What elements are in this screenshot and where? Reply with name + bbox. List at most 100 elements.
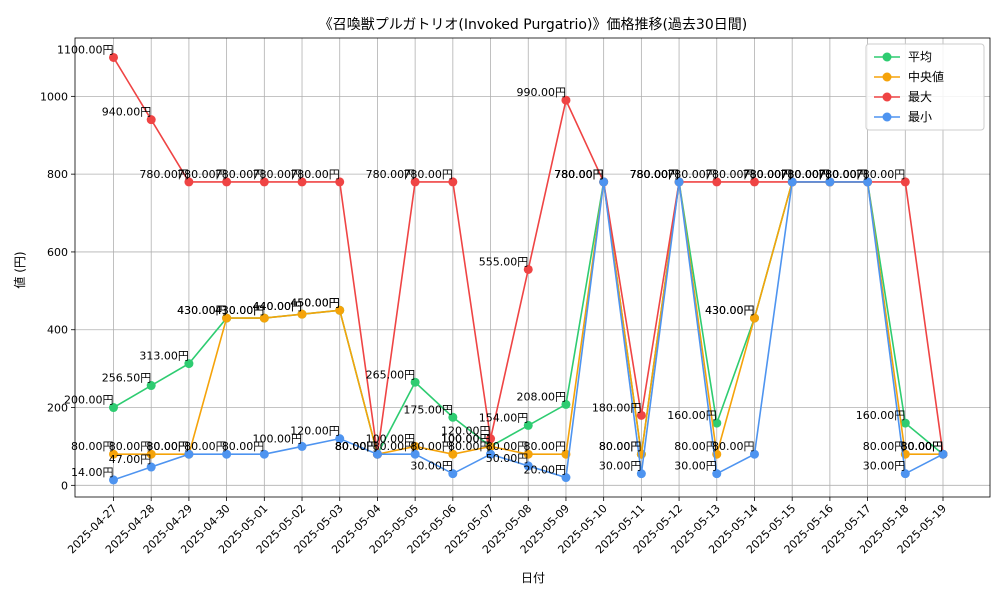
data-point xyxy=(599,177,609,187)
data-point xyxy=(787,177,797,187)
data-label: 80.00円 xyxy=(901,440,944,453)
data-point xyxy=(863,177,873,187)
data-label: 780.00円 xyxy=(818,168,868,181)
data-label: 30.00円 xyxy=(674,460,717,473)
data-label: 100.00円 xyxy=(441,432,491,445)
data-point xyxy=(222,449,232,459)
data-label: 14.00円 xyxy=(71,466,114,479)
data-label: 780.00円 xyxy=(253,168,303,181)
data-label: 80.00円 xyxy=(335,440,378,453)
data-label: 80.00円 xyxy=(335,440,378,453)
data-point xyxy=(109,52,118,62)
data-label: 120.00円 xyxy=(441,425,491,438)
legend-label: 中央値 xyxy=(908,69,944,84)
data-point xyxy=(674,177,684,187)
data-point xyxy=(636,410,646,420)
y-tick-label: 400 xyxy=(47,324,68,337)
data-label: 80.00円 xyxy=(335,440,378,453)
y-tick-label: 800 xyxy=(47,168,68,181)
data-point xyxy=(523,420,533,430)
data-label: 30.00円 xyxy=(599,460,642,473)
data-label: 780.00円 xyxy=(403,168,453,181)
data-label: 1100.00円 xyxy=(57,43,114,56)
data-label: 313.00円 xyxy=(139,350,189,363)
data-label: 30.00円 xyxy=(863,460,906,473)
data-point xyxy=(900,177,910,187)
data-point xyxy=(486,434,496,444)
data-point xyxy=(825,177,835,187)
data-label: 780.00円 xyxy=(630,168,680,181)
data-point xyxy=(372,449,382,459)
data-label: 780.00円 xyxy=(554,168,604,181)
data-label: 80.00円 xyxy=(901,440,944,453)
data-label: 940.00円 xyxy=(102,106,152,119)
data-label: 780.00円 xyxy=(780,168,830,181)
data-point xyxy=(712,177,722,187)
data-label: 120.00円 xyxy=(290,425,340,438)
data-point xyxy=(335,434,345,444)
data-point xyxy=(410,177,420,187)
data-point xyxy=(109,449,118,459)
data-point xyxy=(222,313,232,323)
data-point xyxy=(109,403,118,413)
data-point xyxy=(900,418,910,428)
data-label: 990.00円 xyxy=(516,86,566,99)
data-point xyxy=(335,305,345,315)
y-tick-label: 1000 xyxy=(40,90,68,103)
data-label: 80.00円 xyxy=(335,440,378,453)
data-label: 780.00円 xyxy=(743,168,793,181)
data-label: 80.00円 xyxy=(523,440,566,453)
data-label: 780.00円 xyxy=(856,168,906,181)
data-label: 780.00円 xyxy=(780,168,830,181)
y-tick-label: 600 xyxy=(47,246,68,259)
data-point xyxy=(448,412,458,422)
data-label: 160.00円 xyxy=(667,409,717,422)
data-point xyxy=(146,462,156,472)
data-point xyxy=(222,177,232,187)
data-label: 80.00円 xyxy=(901,440,944,453)
data-point xyxy=(561,473,571,483)
data-point xyxy=(448,177,458,187)
legend-marker xyxy=(882,92,892,102)
data-label: 780.00円 xyxy=(630,168,680,181)
data-label: 80.00円 xyxy=(863,440,906,453)
data-label: 780.00円 xyxy=(554,168,604,181)
data-point xyxy=(561,399,571,409)
data-label: 430.00円 xyxy=(177,304,227,317)
data-label: 180.00円 xyxy=(592,401,642,414)
data-label: 780.00円 xyxy=(818,168,868,181)
data-label: 208.00円 xyxy=(516,390,566,403)
data-point xyxy=(749,313,759,323)
y-axis-title: 値 (円) xyxy=(12,251,27,288)
data-point xyxy=(561,95,571,105)
data-label: 50.00円 xyxy=(486,452,529,465)
data-label: 80.00円 xyxy=(901,440,944,453)
data-label: 780.00円 xyxy=(290,168,340,181)
data-point xyxy=(297,309,307,319)
data-label: 200.00円 xyxy=(64,394,114,407)
legend-label: 最小 xyxy=(908,110,932,124)
x-axis-title: 日付 xyxy=(521,571,545,585)
data-point xyxy=(712,418,722,428)
data-point xyxy=(184,177,194,187)
data-label: 265.00円 xyxy=(366,368,416,381)
data-label: 780.00円 xyxy=(705,168,755,181)
data-label: 80.00円 xyxy=(71,440,114,453)
data-label: 780.00円 xyxy=(630,168,680,181)
chart-title: 《召喚獣プルガトリオ(Invoked Purgatrio)》価格推移(過去30日… xyxy=(319,17,747,33)
data-label: 80.00円 xyxy=(674,440,717,453)
data-label: 175.00円 xyxy=(403,403,453,416)
data-point xyxy=(259,313,269,323)
data-point xyxy=(184,449,194,459)
data-label: 30.00円 xyxy=(410,460,453,473)
data-label: 160.00円 xyxy=(856,409,906,422)
legend-label: 平均 xyxy=(908,50,932,64)
data-point xyxy=(410,449,420,459)
data-point xyxy=(146,449,156,459)
data-label: 440.00円 xyxy=(253,300,303,313)
data-label: 430.00円 xyxy=(705,304,755,317)
data-point xyxy=(523,461,533,471)
data-point xyxy=(410,441,420,451)
legend-marker xyxy=(882,52,892,62)
